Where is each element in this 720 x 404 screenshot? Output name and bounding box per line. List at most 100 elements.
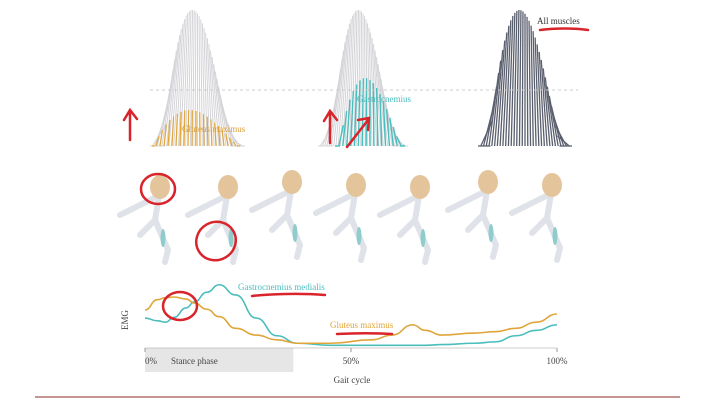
force-vector xyxy=(333,50,344,147)
force-vector xyxy=(208,44,215,147)
force-vector xyxy=(337,35,347,147)
force-vector xyxy=(521,11,524,147)
annotation-arrow xyxy=(345,116,371,149)
force-vector xyxy=(532,31,537,147)
annotation-circle xyxy=(139,172,177,206)
force-vector xyxy=(540,59,548,147)
force-vector xyxy=(228,137,243,147)
force-vector xyxy=(513,10,518,147)
gait-figure xyxy=(313,173,368,263)
emg-line xyxy=(144,296,558,345)
force-vector xyxy=(353,10,358,147)
gait-figure xyxy=(445,170,500,260)
force-vector xyxy=(375,87,379,147)
force-vector xyxy=(159,129,164,147)
figure-calf xyxy=(420,229,426,247)
annotation-underline xyxy=(335,332,394,336)
force-vector xyxy=(542,68,551,147)
force-vector xyxy=(536,44,543,147)
figure-calf xyxy=(228,229,234,247)
force-vector xyxy=(349,90,355,147)
force-vector xyxy=(379,93,383,147)
force-vector xyxy=(194,11,197,147)
figure-body xyxy=(509,185,564,263)
force-vector xyxy=(357,80,361,147)
force-vector xyxy=(488,72,500,147)
force-vector xyxy=(392,126,398,147)
force-vector xyxy=(331,59,343,147)
figure-hip xyxy=(282,170,302,194)
y-axis-title: EMG xyxy=(120,310,130,331)
force-vector xyxy=(389,117,395,147)
force-vector xyxy=(201,23,206,147)
force-vector xyxy=(360,11,362,147)
figure-hip xyxy=(218,175,238,199)
force-vector xyxy=(372,83,375,147)
x-tick-label: 0% xyxy=(145,356,158,366)
figure-body xyxy=(117,187,172,265)
force-vector xyxy=(213,64,222,147)
force-vector xyxy=(166,50,177,147)
force-vector xyxy=(546,86,557,147)
force-vector xyxy=(504,20,512,147)
figure-calf xyxy=(552,227,558,245)
x-tick-label: 50% xyxy=(343,356,360,366)
figure-hip xyxy=(410,175,430,199)
gait-figure xyxy=(509,173,564,263)
force-vector xyxy=(189,10,194,147)
emg-line xyxy=(144,283,558,347)
force-vector xyxy=(203,27,208,147)
force-vector-panels xyxy=(150,10,572,147)
force-vector xyxy=(225,133,229,147)
force-vector xyxy=(168,42,179,147)
force-vector xyxy=(183,110,186,147)
figure-calf xyxy=(160,229,166,247)
emg-chart: Stance phase 0% 50% 100% Gastrocnemius media… xyxy=(144,282,568,372)
figure-body xyxy=(445,182,500,260)
series-label: Gastrocnemius medialis xyxy=(238,282,325,292)
gait-figure xyxy=(377,175,432,265)
figure-hip xyxy=(542,173,562,197)
force-vector xyxy=(179,111,182,147)
force-vector xyxy=(205,32,210,147)
force-vector xyxy=(493,49,504,147)
force-vector xyxy=(210,119,213,147)
figure-hip xyxy=(150,175,170,199)
force-vector xyxy=(206,116,209,147)
force-vector xyxy=(178,19,185,147)
figure-body xyxy=(313,185,368,263)
figure-hip xyxy=(346,173,366,197)
force-vector xyxy=(345,99,351,147)
force-vector xyxy=(528,20,532,147)
figure-calf xyxy=(488,224,494,242)
force-vector xyxy=(518,10,522,147)
figure-calf xyxy=(292,224,298,242)
figure-body xyxy=(185,187,240,265)
force-vector xyxy=(185,11,190,147)
force-vector xyxy=(167,120,171,147)
force-vector xyxy=(499,32,508,147)
force-vector xyxy=(548,96,559,147)
force-vector xyxy=(557,135,570,147)
force-vector xyxy=(232,141,237,147)
annotation-underline xyxy=(250,292,327,298)
force-vector xyxy=(371,38,377,147)
annotation-circle xyxy=(161,290,199,322)
force-vector xyxy=(534,37,540,147)
gait-figure xyxy=(185,175,240,265)
force-vector xyxy=(192,10,195,147)
stance-phase xyxy=(145,348,294,372)
force-vector xyxy=(510,12,516,147)
stance-label: Stance phase xyxy=(171,356,218,366)
force-vector xyxy=(180,15,187,147)
force-vector xyxy=(516,10,520,147)
force-vector xyxy=(396,136,402,147)
force-vector xyxy=(496,40,506,147)
force-vector xyxy=(200,19,203,147)
figure-hip xyxy=(478,170,498,194)
force-vector xyxy=(374,50,382,147)
gait-figures xyxy=(117,170,564,265)
force-vector xyxy=(221,129,225,147)
force-vector xyxy=(544,77,554,147)
force-vector xyxy=(214,122,217,147)
